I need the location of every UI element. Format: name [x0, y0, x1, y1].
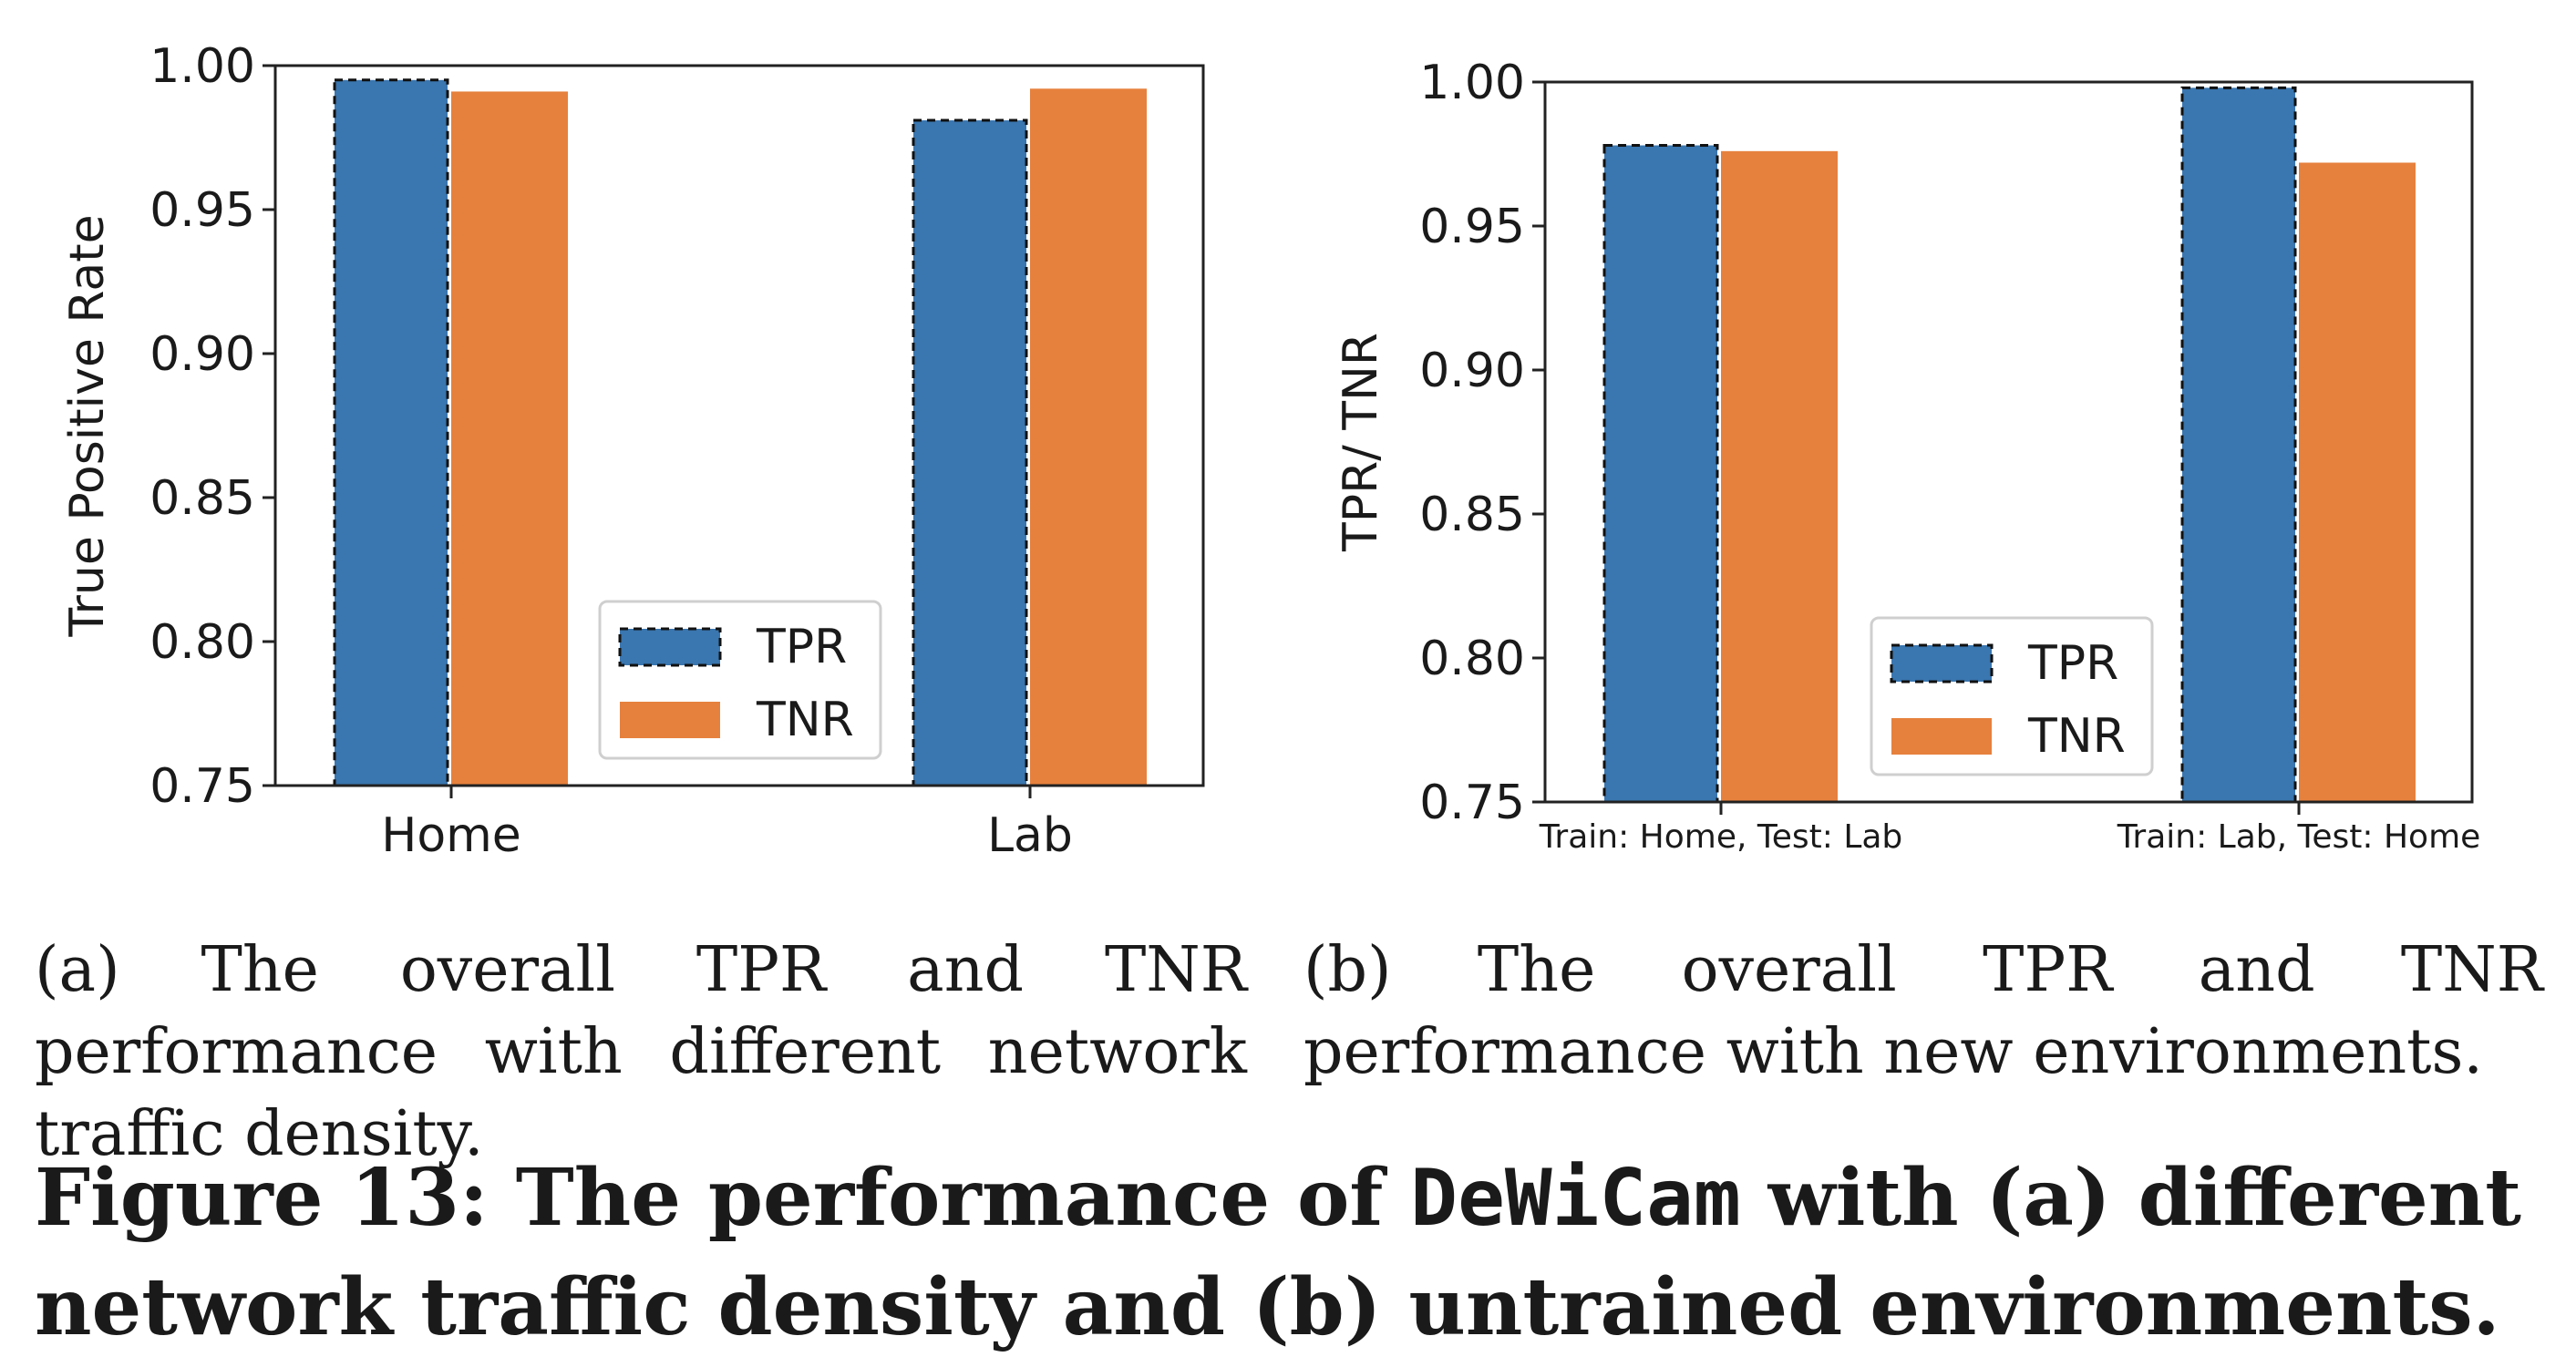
chart-b-ylabel: TPR/ TNR: [1334, 333, 1388, 552]
chart-a-ytick-label-2: 0.85: [149, 471, 255, 526]
chart-a-legend-label-tnr: TNR: [756, 693, 854, 747]
chart-b-ytick-label-4: 0.95: [1419, 200, 1525, 254]
chart-a-ytick-label-0: 0.75: [149, 759, 255, 814]
system-name: DeWiCam: [1410, 1153, 1741, 1244]
chart-b-legend-swatch-tnr: [1891, 718, 1992, 755]
chart-b-bar-tnr-1: [2299, 162, 2416, 803]
chart-b-legend-swatch-tpr: [1890, 643, 1994, 684]
chart-b-bar-tpr-0: [1602, 144, 1719, 804]
chart-b-axes-frame: [1543, 80, 2474, 804]
chart-panel-a: 0.75 0.80 0.85 0.90 0.95 1.00 Home Lab True Posi…: [0, 0, 1276, 875]
chart-b-ytick-label-3: 0.90: [1419, 344, 1525, 398]
chart-b-ytick-label-0: 0.75: [1419, 776, 1525, 830]
chart-b-ytick-label-2: 0.85: [1419, 488, 1525, 542]
chart-a-legend-label-tpr: TPR: [756, 620, 847, 674]
chart-a-legend-swatch-tpr: [618, 627, 722, 667]
chart-a-svg: 0.75 0.80 0.85 0.90 0.95 1.00 Home Lab True Posi…: [60, 39, 1205, 863]
figure-caption-suffix: with (a) different network traffic densi…: [35, 1152, 2521, 1353]
chart-a-legend-swatch-tnr: [620, 702, 720, 738]
chart-b-ytick-label-1: 0.80: [1419, 632, 1525, 686]
chart-a-xtick-label-0: Home: [381, 808, 521, 863]
subcaption-b: (b) The overall TPR and TNR performance …: [1303, 934, 2543, 1088]
chart-b-svg: 0.75 0.80 0.85 0.90 0.95 1.00 Train: Home, Tes…: [1334, 56, 2481, 856]
chart-b-xtick-label-1: Train: Lab, Test: Home: [2117, 818, 2481, 856]
chart-b-legend-label-tnr: TNR: [2027, 709, 2126, 764]
chart-b-bar-tnr-0: [1721, 150, 1838, 803]
chart-a-bar-tpr-0: [333, 78, 449, 787]
figure-caption-prefix: Figure 13: The performance of: [35, 1152, 1411, 1244]
chart-b-ytick-label-5: 1.00: [1419, 56, 1525, 110]
chart-b-xtick-label-0: Train: Home, Test: Lab: [1539, 818, 1903, 856]
figure-caption: Figure 13: The performance of DeWiCam wi…: [35, 1144, 2541, 1362]
chart-b-bar-tpr-1: [2180, 86, 2297, 804]
chart-b-legend: TPR TNR: [1870, 616, 2154, 776]
chart-a-bar-tpr-1: [912, 118, 1028, 787]
chart-a-bar-tnr-1: [1030, 88, 1147, 786]
chart-a-ytick-label-5: 1.00: [149, 39, 255, 94]
chart-a-ytick-label-3: 0.90: [149, 327, 255, 382]
chart-a-ylabel: True Positive Rate: [60, 214, 115, 637]
chart-a-xtick-label-1: Lab: [987, 808, 1073, 863]
chart-panel-b: 0.75 0.80 0.85 0.90 0.95 1.00 Train: Home, Tes…: [1294, 0, 2576, 875]
chart-b-legend-label-tpr: TPR: [2027, 636, 2118, 691]
chart-a-legend: TPR TNR: [598, 600, 882, 760]
chart-a-ytick-label-1: 0.80: [149, 615, 255, 670]
chart-a-axes-frame: [273, 64, 1205, 787]
chart-a-ytick-label-4: 0.95: [149, 183, 255, 238]
subcaption-a: (a) The overall TPR and TNR performance …: [35, 934, 1247, 1170]
chart-a-bar-tnr-0: [451, 91, 568, 786]
